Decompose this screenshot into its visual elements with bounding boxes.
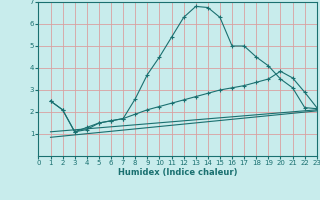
X-axis label: Humidex (Indice chaleur): Humidex (Indice chaleur)	[118, 168, 237, 177]
